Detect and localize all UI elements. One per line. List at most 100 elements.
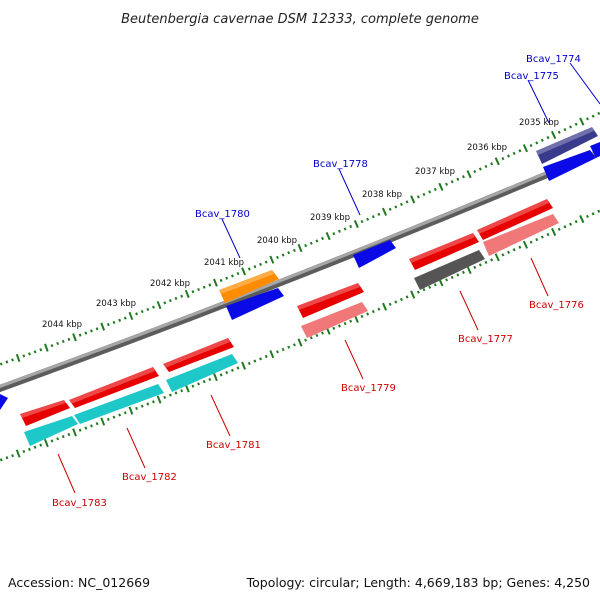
minor-tick bbox=[337, 229, 341, 233]
minor-tick bbox=[197, 287, 200, 292]
minor-tick bbox=[219, 278, 223, 282]
minor-tick bbox=[287, 345, 291, 349]
minor-tick bbox=[529, 240, 533, 244]
minor-tick bbox=[276, 255, 279, 259]
kbp-label-2044: 2044 kbp bbox=[42, 320, 82, 330]
minor-tick bbox=[518, 149, 522, 153]
gene-label-bcav-1778[interactable]: Bcav_1778 bbox=[313, 159, 368, 170]
major-tick bbox=[466, 170, 472, 179]
gene-arrow[interactable] bbox=[536, 127, 598, 164]
gene-arrow[interactable] bbox=[226, 288, 284, 320]
gene-label-bcav-1779[interactable]: Bcav_1779 bbox=[341, 383, 396, 394]
minor-tick bbox=[428, 285, 432, 289]
minor-tick bbox=[507, 154, 511, 158]
minor-tick bbox=[191, 384, 195, 388]
major-tick bbox=[100, 322, 106, 331]
minor-tick bbox=[230, 368, 234, 372]
kbp-label-2038: 2038 kbp bbox=[362, 190, 402, 200]
minor-tick bbox=[433, 187, 437, 192]
minor-tick bbox=[95, 327, 99, 331]
gene-arrow[interactable] bbox=[74, 384, 164, 424]
gene-label-bcav-1774[interactable]: Bcav_1774 bbox=[526, 54, 581, 65]
minor-tick bbox=[84, 426, 88, 430]
gene-label-bcav-1780[interactable]: Bcav_1780 bbox=[195, 209, 250, 220]
minor-tick bbox=[343, 322, 347, 326]
major-tick bbox=[72, 428, 77, 437]
minor-tick bbox=[253, 265, 257, 269]
gene-arrow[interactable] bbox=[414, 250, 485, 290]
minor-tick bbox=[332, 232, 336, 236]
minor-tick bbox=[416, 195, 420, 199]
minor-tick bbox=[259, 262, 262, 266]
gene-arrow[interactable] bbox=[483, 214, 559, 256]
minor-tick bbox=[433, 283, 437, 287]
minor-tick bbox=[309, 241, 313, 245]
gene-label-bcav-1777[interactable]: Bcav_1777 bbox=[458, 334, 513, 345]
major-tick bbox=[466, 265, 472, 274]
gene-arrow[interactable] bbox=[543, 150, 596, 181]
major-tick bbox=[156, 300, 162, 310]
minor-tick bbox=[11, 454, 14, 458]
minor-tick bbox=[135, 406, 138, 410]
minor-tick bbox=[321, 331, 324, 335]
minor-tick bbox=[394, 300, 398, 304]
minor-tick bbox=[490, 258, 494, 262]
tick-ring-inner bbox=[0, 209, 600, 462]
gene-arrow[interactable] bbox=[477, 199, 553, 240]
minor-tick bbox=[512, 151, 516, 156]
minor-tick bbox=[349, 319, 353, 323]
gene-arrow[interactable] bbox=[301, 302, 368, 338]
gene-arrow[interactable] bbox=[163, 338, 234, 372]
gene-arrow[interactable] bbox=[409, 233, 479, 270]
major-tick bbox=[100, 417, 106, 426]
minor-tick bbox=[90, 329, 93, 333]
minor-tick bbox=[546, 232, 550, 237]
gene-arrow[interactable] bbox=[353, 240, 396, 268]
minor-tick bbox=[490, 162, 494, 166]
minor-tick bbox=[349, 224, 353, 229]
minor-tick bbox=[445, 278, 449, 282]
gene-arrow[interactable] bbox=[219, 270, 279, 303]
minor-tick bbox=[478, 263, 482, 267]
minor-tick bbox=[287, 251, 291, 255]
minor-tick bbox=[253, 359, 257, 363]
gene-arrow[interactable] bbox=[297, 283, 364, 318]
gene-arrow[interactable] bbox=[166, 354, 238, 392]
minor-tick bbox=[90, 424, 93, 428]
gene-arrow[interactable] bbox=[0, 394, 8, 410]
minor-tick bbox=[50, 439, 54, 443]
minor-tick bbox=[112, 320, 116, 324]
minor-tick bbox=[61, 435, 65, 439]
minor-tick bbox=[484, 164, 488, 168]
minor-tick bbox=[202, 380, 206, 384]
minor-tick bbox=[225, 371, 229, 375]
kbp-label-2042: 2042 kbp bbox=[150, 279, 190, 289]
gene-arrow[interactable] bbox=[24, 416, 78, 446]
minor-tick bbox=[230, 274, 234, 278]
gene-label-bcav-1776[interactable]: Bcav_1776 bbox=[529, 300, 584, 311]
minor-tick bbox=[445, 182, 449, 186]
minor-tick bbox=[461, 270, 465, 275]
minor-tick bbox=[259, 357, 262, 361]
minor-tick bbox=[28, 447, 31, 451]
minor-tick bbox=[309, 336, 313, 340]
minor-tick bbox=[78, 333, 82, 337]
minor-tick bbox=[50, 344, 54, 348]
kbp-label-2040: 2040 kbp bbox=[257, 236, 297, 246]
gene-label-bcav-1781[interactable]: Bcav_1781 bbox=[206, 440, 261, 451]
minor-tick bbox=[597, 209, 600, 213]
gene-label-bcav-1783[interactable]: Bcav_1783 bbox=[52, 498, 107, 509]
kbp-label-2036: 2036 kbp bbox=[467, 143, 507, 153]
gene-arrow[interactable] bbox=[69, 367, 159, 408]
gene-label-bcav-1775[interactable]: Bcav_1775 bbox=[504, 71, 559, 82]
gene-arrow[interactable] bbox=[590, 142, 600, 158]
minor-tick bbox=[546, 135, 550, 140]
minor-tick bbox=[315, 239, 319, 243]
minor-tick bbox=[112, 415, 116, 419]
gene-label-bcav-1782[interactable]: Bcav_1782 bbox=[122, 472, 177, 483]
minor-tick bbox=[146, 402, 150, 406]
minor-tick bbox=[535, 141, 539, 145]
gene-arrow[interactable] bbox=[20, 400, 70, 426]
minor-tick bbox=[152, 305, 155, 309]
minor-tick bbox=[371, 310, 375, 314]
